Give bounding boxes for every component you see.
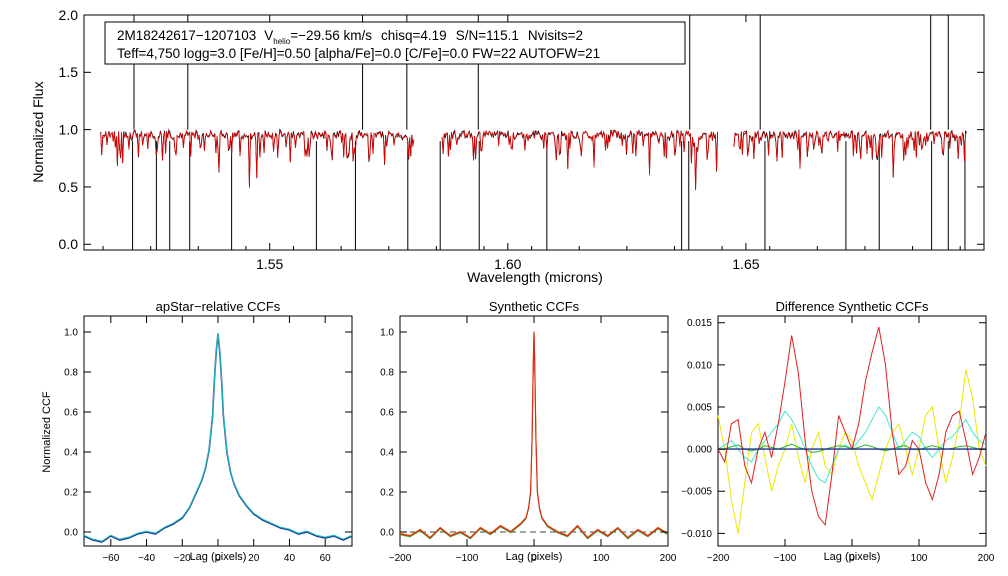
apstar-ccf-xtick-label: −20 [174,553,191,564]
spectrum-xtick-label: 1.65 [732,256,759,272]
spectrum-frame [83,14,985,251]
spectrum-xtick-label: 1.60 [494,256,521,272]
synthetic-ccf-xtick-label: 0 [531,553,537,564]
apstar-ccf-xtick-label: 60 [320,553,332,564]
ccf-combined-line [83,333,353,543]
difference-ccf-ytick-label: −0.010 [681,529,712,540]
synthetic-ccf-xtick-label: 100 [593,553,610,564]
spectrum-ylabel: Normalized Flux [30,81,46,182]
diff-aqua-line [717,406,987,484]
difference-ccf-series [717,326,987,534]
apstar-ccf-axes: −60 −40 −20 0 20 40 60 0.0 0.2 0.4 0.6 0.8 1.0 [64,316,352,564]
synthetic-ccf-axes: −200 −100 0 100 200 0.0 0.2 0.4 0.6 0.8 1.0 [380,316,677,564]
nvisits-value: Nvisits=2 [528,28,583,43]
spectrum-header-line2: Teff=4,750 logg=3.0 [Fe/H]=0.50 [alpha/F… [117,46,600,61]
vhelio-label: V [264,28,273,43]
difference-ccf-xtick-label: −100 [774,553,797,564]
difference-ccf-ytick-label: 0.015 [687,318,712,329]
apstar-ccf-ylabel: Normalized CCF [41,391,53,473]
synthetic-ccf-ytick-label: 0.6 [380,408,394,419]
synthetic-ccf-ytick-label: 0.0 [380,528,394,539]
synthetic-ccf-ytick-label: 0.4 [380,448,394,459]
difference-ccf-ytick-label: 0.005 [687,402,712,413]
synthetic-ccf-xtick-label: −200 [389,553,412,564]
spectrum-ytick-label: 0.0 [59,236,79,252]
synthetic-ccf-ytick-label: 1.0 [380,328,394,339]
synthetic-ccf-title: Synthetic CCFs [489,299,580,314]
spectrum-info-box [104,21,686,65]
apstar-ccf-ytick-label: 0.8 [64,368,78,379]
spectrum-series [100,128,967,191]
spectrum-axes: 1.55 1.60 1.65 0.0 0.5 1.0 1.5 2.0 [59,7,984,272]
difference-ccf-ytick-label: −0.005 [681,487,712,498]
apstar-ccf-panel: apStar−relative CCFs −60 −40 −20 0 20 40 60 0.0… [41,299,353,564]
apstar-ccf-xtick-label: −40 [138,553,155,564]
difference-ccf-title: Difference Synthetic CCFs [776,299,929,314]
spectrum-header-line1: 2M18242617−1207103 Vhelio=−29.56 km/s chis… [117,28,583,46]
model-spectrum-line [100,129,415,188]
spectrum-panel: 1.55 1.60 1.65 0.0 0.5 1.0 1.5 2.0 Wavelength (… [30,7,985,285]
apstar-ccf-xlabel: Lag (pixels) [190,551,247,563]
synthetic-ccf-ytick-label: 0.2 [380,488,394,499]
synthetic-orange-line [399,331,669,539]
difference-ccf-xtick-label: 200 [978,553,995,564]
model-spectrum-line [441,129,718,191]
apstar-ccf-xtick-label: −60 [102,553,119,564]
star-id: 2M18242617−1207103 [117,28,256,43]
spectrum-xtick-label: 1.55 [256,256,283,272]
synthetic-ccf-xlabel: Lag (pixels) [506,551,563,563]
synthetic-ccf-xtick-label: 200 [660,553,677,564]
spectrum-ytick-label: 0.5 [59,179,79,195]
synthetic-ccf-ytick-label: 0.8 [380,368,394,379]
difference-ccf-ytick-label: 0.000 [687,445,712,456]
apstar-ccf-ytick-label: 0.4 [64,448,78,459]
difference-ccf-axes: −200 −100 0 100 200 −0.010 −0.005 0.000 0.005 0.0… [681,316,995,564]
chisq-value: chisq=4.19 [381,28,447,43]
synthetic-ccf-series [399,331,669,540]
apstar-ccf-title: apStar−relative CCFs [156,299,281,314]
apstar-ccf-frame [83,315,353,547]
difference-ccf-xtick-label: 100 [911,553,928,564]
difference-ccf-ytick-label: 0.010 [687,360,712,371]
spectrum-xlabel: Wavelength (microns) [467,269,603,285]
ccf-visit-line [83,333,353,542]
apstar-ccf-xtick-label: 0 [215,553,221,564]
apstar-ccf-xtick-label: 20 [248,553,260,564]
vhelio-subscript: helio [273,37,290,46]
apstar-ccf-series [83,333,353,543]
difference-ccf-xtick-label: 0 [849,553,855,564]
apstar-ccf-ytick-label: 1.0 [64,328,78,339]
apstar-ccf-ytick-label: 0.2 [64,488,78,499]
apstar-ccf-ytick-label: 0.6 [64,408,78,419]
apstar-ccf-xtick-label: 40 [284,553,296,564]
spectrum-ytick-label: 1.0 [59,122,79,138]
model-spectrum-line [733,129,967,178]
difference-ccf-xlabel: Lag (pixels) [824,551,881,563]
spectrum-ytick-label: 1.5 [59,64,79,80]
synthetic-ccf-panel: Synthetic CCFs −200 −100 0 100 200 0.0 0.2 0.4 0… [380,299,677,564]
vhelio-value: =−29.56 km/s [290,28,372,43]
synthetic-red-line [399,331,669,539]
apstar-ccf-ytick-label: 0.0 [64,528,78,539]
difference-ccf-xtick-label: −200 [707,553,730,564]
synthetic-green-line [399,332,669,540]
difference-ccf-panel: Difference Synthetic CCFs −200 −100 0 100 20… [681,299,995,564]
sn-value: S/N=115.1 [456,28,519,43]
synthetic-ccf-xtick-label: −100 [456,553,479,564]
spectrum-ytick-label: 2.0 [59,7,79,23]
